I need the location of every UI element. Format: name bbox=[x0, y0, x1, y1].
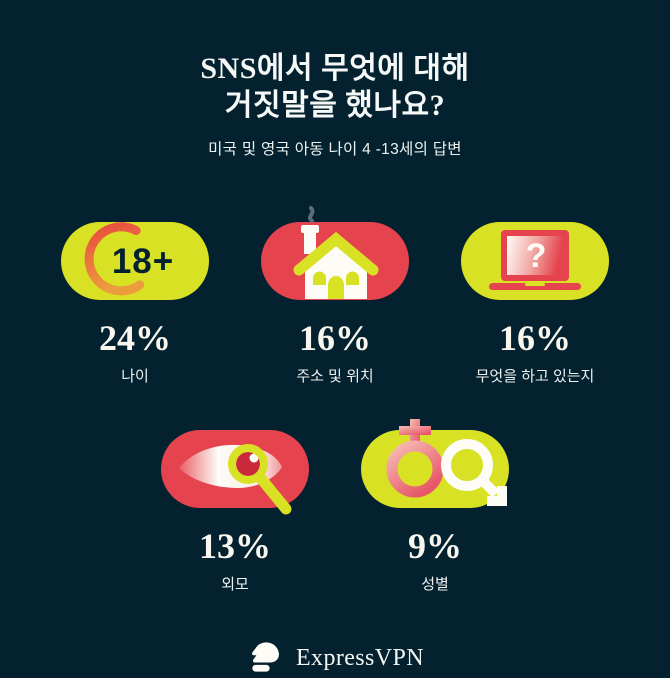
laptop-base bbox=[489, 283, 581, 290]
male-symbol-arrow-tail bbox=[478, 476, 500, 498]
house-window-right bbox=[346, 271, 359, 285]
stat-appearance: 13% 외모 bbox=[135, 414, 335, 594]
female-symbol-crossbar bbox=[399, 426, 431, 435]
age-gauge-ring bbox=[84, 222, 145, 296]
laptop-base-notch bbox=[525, 283, 545, 286]
male-symbol-ring bbox=[441, 439, 493, 491]
question-mark-text: ? bbox=[526, 237, 547, 275]
stat-gender-percent: 9% bbox=[408, 526, 462, 566]
stat-activity-label: 무엇을 하고 있는지 bbox=[475, 368, 595, 385]
house-window-left bbox=[313, 271, 326, 285]
expressvpn-logo-icon bbox=[252, 642, 279, 672]
laptop-screen bbox=[507, 236, 563, 275]
house-door bbox=[328, 276, 344, 299]
stat-address-label: 주소 및 위치 bbox=[296, 368, 374, 385]
magnifier-handle bbox=[253, 470, 292, 515]
footer-brand: ExpressVPN bbox=[246, 638, 424, 678]
stat-appearance-percent: 13% bbox=[199, 526, 271, 566]
stat-gender: 9% 성별 bbox=[335, 414, 535, 594]
eye-highlight bbox=[249, 453, 259, 463]
stat-age-percent: 24% bbox=[99, 318, 171, 358]
female-symbol-ring bbox=[386, 440, 444, 498]
stat-activity: ? 16% 무엇을 하고 있는지 bbox=[435, 206, 635, 386]
header: SNS에서 무엇에 대해 거짓말을 했나요? 미국 및 영국 아동 나이 4 -… bbox=[200, 50, 469, 159]
stat-gender-label: 성별 bbox=[421, 576, 449, 593]
house-icon bbox=[261, 206, 409, 300]
stat-age: 18+ 24% 나이 bbox=[35, 206, 235, 386]
age-badge-text: 18+ bbox=[112, 242, 174, 281]
stats-row-2: 13% 외모 9% 성별 bbox=[135, 414, 535, 594]
stats-row-1: 18+ 24% 나이 16% 주소 및 위치 bbox=[35, 206, 635, 386]
stat-address-percent: 16% bbox=[299, 318, 371, 358]
page-subtitle: 미국 및 영국 아동 나이 4 -13세의 답변 bbox=[208, 141, 462, 158]
stat-address-location: 16% 주소 및 위치 bbox=[235, 206, 435, 386]
gender-symbols-icon bbox=[361, 419, 509, 508]
house-roof bbox=[293, 231, 379, 276]
title-line-1: SNS에서 무엇에 대해 bbox=[200, 52, 470, 85]
stat-appearance-label: 외모 bbox=[221, 576, 249, 593]
brand-wordmark: ExpressVPN bbox=[296, 644, 424, 671]
male-symbol-arrowhead bbox=[487, 486, 507, 506]
page-title: SNS에서 무엇에 대해 거짓말을 했나요? bbox=[200, 50, 469, 124]
laptop-question-icon: ? bbox=[461, 222, 609, 300]
eye-magnifier-icon bbox=[161, 430, 309, 515]
chimney-cap bbox=[301, 225, 319, 233]
chimney-smoke bbox=[308, 206, 315, 223]
age-18plus-badge-icon: 18+ bbox=[61, 222, 209, 300]
chimney bbox=[304, 228, 316, 254]
title-line-2: 거짓말을 했나요? bbox=[224, 89, 446, 122]
magnifier-ring bbox=[228, 444, 268, 484]
stat-age-label: 나이 bbox=[121, 368, 149, 385]
stat-activity-percent: 16% bbox=[499, 318, 571, 358]
